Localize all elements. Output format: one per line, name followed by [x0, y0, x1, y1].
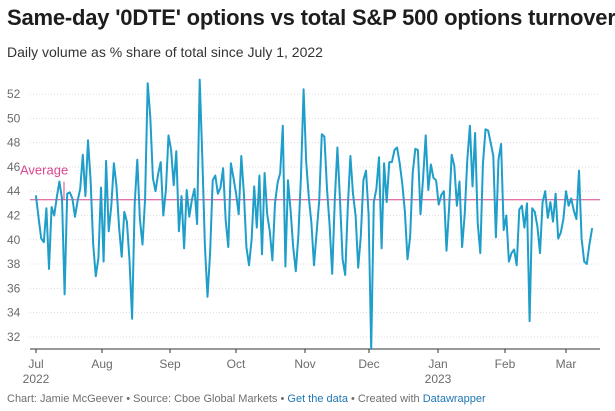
chart-title: Same-day '0DTE' options vs total S&P 500…: [7, 5, 615, 30]
y-tick-label: 32: [7, 330, 21, 344]
x-tick-label: Dec: [358, 357, 379, 371]
source-text: Source: Cboe Global Markets: [133, 393, 278, 405]
datawrapper-link[interactable]: Datawrapper: [422, 393, 486, 405]
x-tick-year-label: 2022: [23, 372, 50, 386]
chart-footer: Chart: Jamie McGeever • Source: Cboe Glo…: [7, 393, 486, 405]
x-tick-label: Nov: [294, 357, 315, 371]
average-annotation: Average: [20, 163, 600, 201]
chart-credit: Chart: Jamie McGeever: [7, 393, 124, 405]
y-tick-label: 46: [7, 160, 21, 174]
get-data-link[interactable]: Get the data: [287, 393, 348, 405]
x-tick-label: Aug: [91, 357, 112, 371]
separator: •: [347, 393, 358, 405]
separator: •: [277, 393, 288, 405]
y-tick-label: 50: [7, 111, 21, 125]
y-axis-ticks: 32 34 36 38 40 42 44 46 48 50 52: [7, 87, 21, 344]
y-tick-label: 42: [7, 209, 21, 223]
x-tick-label: Jan: [428, 357, 447, 371]
chart-subtitle: Daily volume as % share of total since J…: [7, 44, 323, 60]
x-tick-label: Mar: [556, 357, 577, 371]
y-tick-label: 52: [7, 87, 21, 101]
gridlines: [30, 93, 600, 338]
x-tick-label: Jul: [28, 357, 43, 371]
average-label: Average: [20, 163, 68, 178]
series-line: [35, 78, 593, 350]
y-tick-label: 38: [7, 257, 21, 271]
y-tick-label: 34: [7, 306, 21, 320]
created-with-text: Created with: [357, 393, 423, 405]
y-tick-label: 48: [7, 136, 21, 150]
separator: •: [123, 393, 134, 405]
x-tick-label: Oct: [227, 357, 246, 371]
x-tick-label: Feb: [495, 357, 516, 371]
x-tick-year-label: 2023: [425, 372, 452, 386]
y-tick-label: 36: [7, 281, 21, 295]
y-tick-label: 44: [7, 184, 21, 198]
x-tick-label: Sep: [159, 357, 181, 371]
y-tick-label: 40: [7, 233, 21, 247]
